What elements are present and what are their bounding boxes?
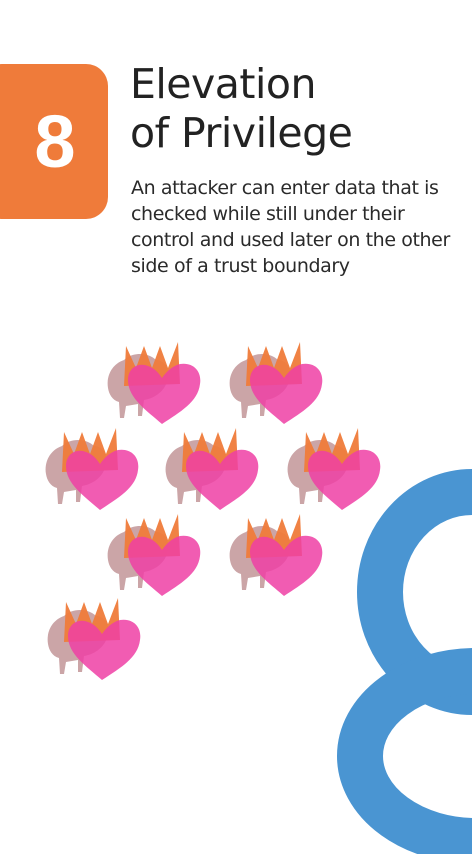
crown-bison-heart-icon: [47, 598, 141, 680]
crown-bison-heart-icon: [287, 428, 381, 510]
card-title-line-1: Elevation: [130, 60, 316, 108]
crown-bison-heart-icon: [229, 342, 323, 424]
card-title-line-2: of Privilege: [130, 109, 353, 157]
card-description: An attacker can enter data that is check…: [131, 177, 450, 277]
card-number-badge: 8: [0, 64, 108, 219]
crown-bison-heart-icon: [165, 428, 259, 510]
crown-bison-heart-icon: [229, 514, 323, 596]
crown-bison-heart-icon: [107, 514, 201, 596]
crown-bison-heart-icon: [107, 342, 201, 424]
card-number: 8: [34, 100, 75, 183]
card-title: Elevation of Privilege: [130, 60, 353, 158]
crown-bison-heart-icon: [45, 428, 139, 510]
